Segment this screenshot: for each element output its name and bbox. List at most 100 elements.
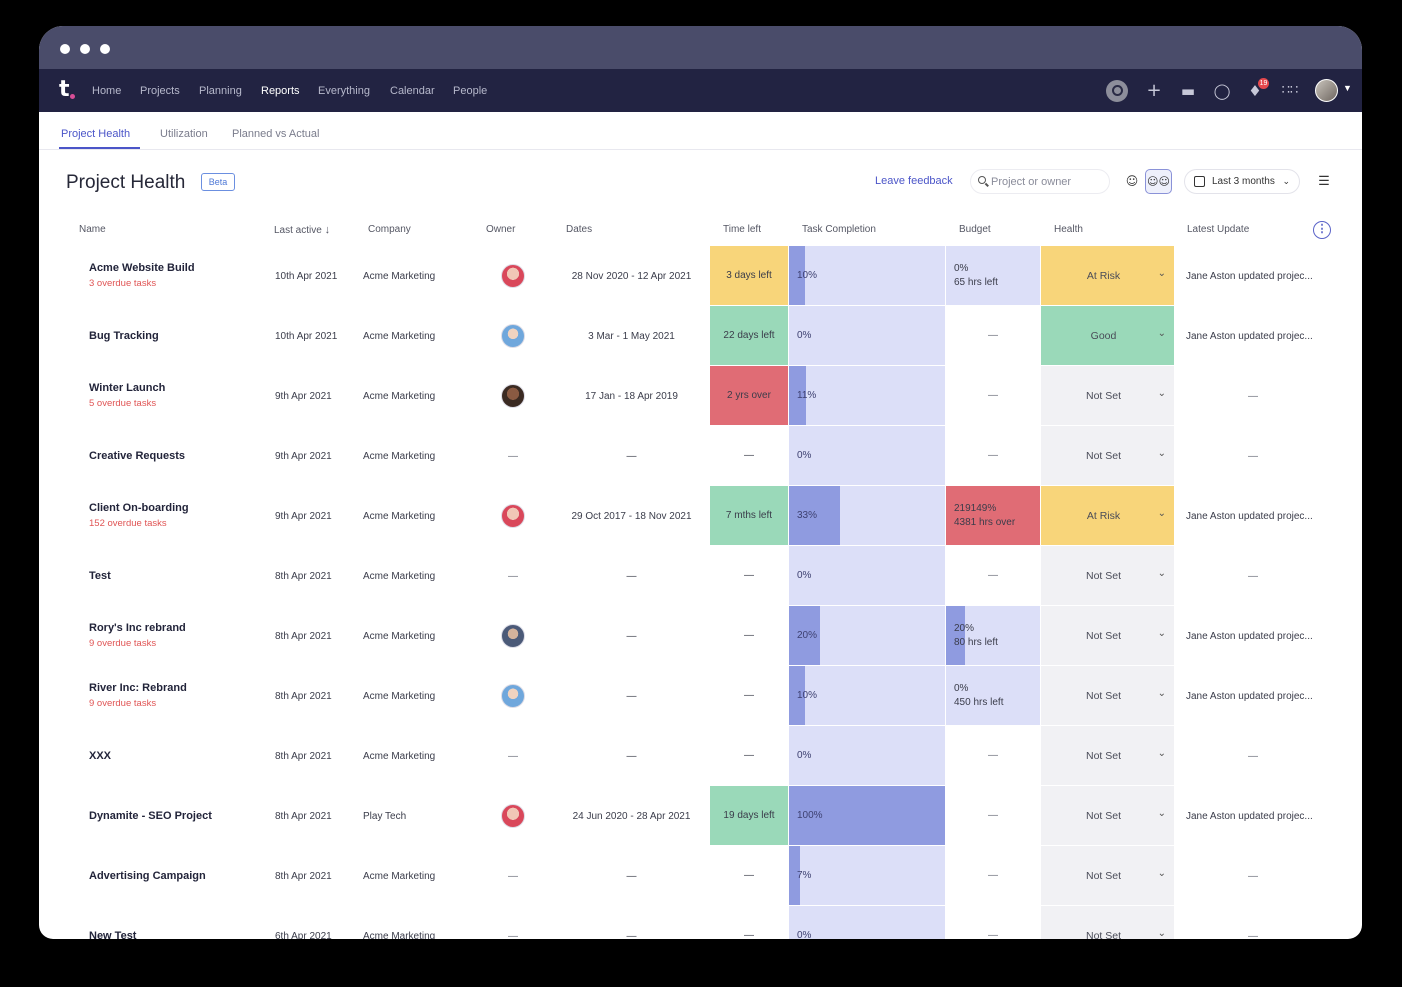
leave-feedback-link[interactable]: Leave feedback bbox=[875, 175, 953, 187]
nav-home[interactable]: Home bbox=[92, 85, 122, 97]
latest-update: — bbox=[1248, 570, 1258, 582]
budget-hours: 4381 hrs over bbox=[954, 517, 1016, 528]
health-dropdown[interactable]: Not Set ⌄ bbox=[1041, 726, 1174, 785]
column-header-name[interactable]: Name bbox=[79, 224, 106, 235]
latest-update[interactable]: Jane Aston updated projec... bbox=[1186, 690, 1313, 702]
grid-icon[interactable]: ∷∷ bbox=[1281, 83, 1299, 98]
table-row[interactable]: Client On-boarding 152 overdue tasks 9th A… bbox=[39, 486, 1362, 546]
column-header-time-left[interactable]: Time left bbox=[723, 224, 761, 235]
health-dropdown[interactable]: At Risk ⌄ bbox=[1041, 246, 1174, 305]
health-dropdown[interactable]: Good ⌄ bbox=[1041, 306, 1174, 365]
latest-update[interactable]: Jane Aston updated projec... bbox=[1186, 510, 1313, 522]
chat-icon[interactable]: ◯ bbox=[1213, 82, 1231, 100]
table-row[interactable]: Advertising Campaign 8th Apr 2021 Acme Mar… bbox=[39, 846, 1362, 906]
table-row[interactable]: XXX 8th Apr 2021 Acme Marketing — — — 0% — Not S… bbox=[39, 726, 1362, 786]
table-row[interactable]: Dynamite - SEO Project 8th Apr 2021 Play T… bbox=[39, 786, 1362, 846]
project-dates: — bbox=[626, 450, 637, 462]
column-header-latest-update[interactable]: Latest Update bbox=[1187, 224, 1250, 235]
owner-avatar[interactable] bbox=[501, 504, 525, 528]
chevron-down-icon[interactable]: ▼ bbox=[1343, 83, 1352, 93]
table-row[interactable]: Rory's Inc rebrand 9 overdue tasks 8th Apr… bbox=[39, 606, 1362, 666]
project-name[interactable]: Client On-boarding bbox=[89, 502, 189, 514]
owner-avatar[interactable] bbox=[501, 264, 525, 288]
nav-projects[interactable]: Projects bbox=[140, 85, 180, 97]
owner-avatar[interactable] bbox=[501, 324, 525, 348]
table-row[interactable]: New Test 6th Apr 2021 Acme Marketing — — — 0% —… bbox=[39, 906, 1362, 939]
latest-update[interactable]: Jane Aston updated projec... bbox=[1186, 810, 1313, 822]
health-dropdown[interactable]: Not Set ⌄ bbox=[1041, 366, 1174, 425]
plus-icon[interactable]: + bbox=[1146, 80, 1162, 101]
overdue-tasks-count[interactable]: 9 overdue tasks bbox=[89, 638, 157, 649]
column-header-health[interactable]: Health bbox=[1054, 224, 1083, 235]
user-avatar[interactable] bbox=[1315, 79, 1338, 102]
overdue-tasks-count[interactable]: 3 overdue tasks bbox=[89, 278, 157, 289]
filter-icon[interactable]: ☰ bbox=[1318, 173, 1330, 188]
window-minimize-dot[interactable] bbox=[80, 44, 90, 54]
app-logo[interactable]: t bbox=[59, 79, 75, 101]
nav-reports[interactable]: Reports bbox=[261, 85, 300, 97]
window-maximize-dot[interactable] bbox=[100, 44, 110, 54]
project-name[interactable]: Acme Website Build bbox=[89, 262, 195, 274]
health-dropdown[interactable]: Not Set ⌄ bbox=[1041, 606, 1174, 665]
project-name[interactable]: Creative Requests bbox=[89, 450, 185, 462]
last-active: 8th Apr 2021 bbox=[275, 870, 332, 882]
column-header-dates[interactable]: Dates bbox=[566, 224, 593, 235]
overdue-tasks-count[interactable]: 152 overdue tasks bbox=[89, 518, 167, 529]
folder-icon[interactable]: ▬ bbox=[1180, 82, 1196, 100]
health-dropdown[interactable]: Not Set ⌄ bbox=[1041, 426, 1174, 485]
health-dropdown[interactable]: Not Set ⌄ bbox=[1041, 786, 1174, 845]
project-name[interactable]: Dynamite - SEO Project bbox=[89, 810, 212, 822]
date-range-dropdown[interactable]: Last 3 months ⌄ bbox=[1184, 169, 1300, 194]
health-dropdown[interactable]: Not Set ⌄ bbox=[1041, 546, 1174, 605]
person-filter-button[interactable]: ☺ bbox=[1125, 174, 1139, 188]
budget-hours: 80 hrs left bbox=[954, 637, 998, 648]
project-name[interactable]: Winter Launch bbox=[89, 382, 166, 394]
search-input[interactable] bbox=[991, 174, 1103, 190]
latest-update[interactable]: Jane Aston updated projec... bbox=[1186, 270, 1313, 282]
table-row[interactable]: Acme Website Build 3 overdue tasks 10th Ap… bbox=[39, 246, 1362, 306]
table-row[interactable]: Bug Tracking 10th Apr 2021 Acme Marketing 3… bbox=[39, 306, 1362, 366]
project-name[interactable]: XXX bbox=[89, 750, 112, 762]
table-row[interactable]: Creative Requests 9th Apr 2021 Acme Market… bbox=[39, 426, 1362, 486]
project-name[interactable]: Rory's Inc rebrand bbox=[89, 622, 186, 634]
tab-utilization[interactable]: Utilization bbox=[160, 128, 208, 140]
overdue-tasks-count[interactable]: 5 overdue tasks bbox=[89, 398, 157, 409]
nav-calendar[interactable]: Calendar bbox=[390, 85, 435, 97]
nav-everything[interactable]: Everything bbox=[318, 85, 370, 97]
column-header-last-active[interactable]: Last active ↓ bbox=[274, 224, 331, 236]
owner-avatar[interactable] bbox=[501, 684, 525, 708]
column-header-company[interactable]: Company bbox=[368, 224, 411, 235]
project-name[interactable]: Bug Tracking bbox=[89, 330, 159, 342]
nav-people[interactable]: People bbox=[453, 85, 488, 97]
task-completion-value: 11% bbox=[797, 390, 817, 401]
company: Acme Marketing bbox=[363, 930, 436, 940]
latest-update[interactable]: Jane Aston updated projec... bbox=[1186, 630, 1313, 642]
health-dropdown[interactable]: Not Set ⌄ bbox=[1041, 666, 1174, 725]
more-options-icon[interactable]: ⋮ bbox=[1313, 221, 1331, 239]
owner-avatar[interactable] bbox=[501, 384, 525, 408]
column-header-owner[interactable]: Owner bbox=[486, 224, 516, 235]
project-name[interactable]: New Test bbox=[89, 930, 137, 939]
table-row[interactable]: Test 8th Apr 2021 Acme Marketing — — — 0% — Not … bbox=[39, 546, 1362, 606]
health-dropdown[interactable]: Not Set ⌄ bbox=[1041, 906, 1174, 939]
table-row[interactable]: Winter Launch 5 overdue tasks 9th Apr 2021… bbox=[39, 366, 1362, 426]
tab-planned-vs-actual[interactable]: Planned vs Actual bbox=[232, 128, 320, 140]
nav-planning[interactable]: Planning bbox=[199, 85, 242, 97]
project-name[interactable]: River Inc: Rebrand bbox=[89, 682, 187, 694]
owner-avatar[interactable] bbox=[501, 624, 525, 648]
health-dropdown[interactable]: Not Set ⌄ bbox=[1041, 846, 1174, 905]
latest-update[interactable]: Jane Aston updated projec... bbox=[1186, 330, 1313, 342]
owner-avatar[interactable] bbox=[501, 804, 525, 828]
health-dropdown[interactable]: At Risk ⌄ bbox=[1041, 486, 1174, 545]
project-name[interactable]: Test bbox=[89, 570, 111, 582]
search-icon[interactable] bbox=[1106, 80, 1128, 102]
project-name[interactable]: Advertising Campaign bbox=[89, 870, 206, 882]
table-row[interactable]: River Inc: Rebrand 9 overdue tasks 8th Apr… bbox=[39, 666, 1362, 726]
column-header-budget[interactable]: Budget bbox=[959, 224, 991, 235]
task-completion-value: 20% bbox=[797, 630, 818, 641]
group-filter-button[interactable]: ☺☺ bbox=[1145, 169, 1172, 194]
window-close-dot[interactable] bbox=[60, 44, 70, 54]
tab-project-health[interactable]: Project Health bbox=[61, 128, 131, 140]
overdue-tasks-count[interactable]: 9 overdue tasks bbox=[89, 698, 157, 709]
column-header-task-completion[interactable]: Task Completion bbox=[802, 224, 876, 235]
